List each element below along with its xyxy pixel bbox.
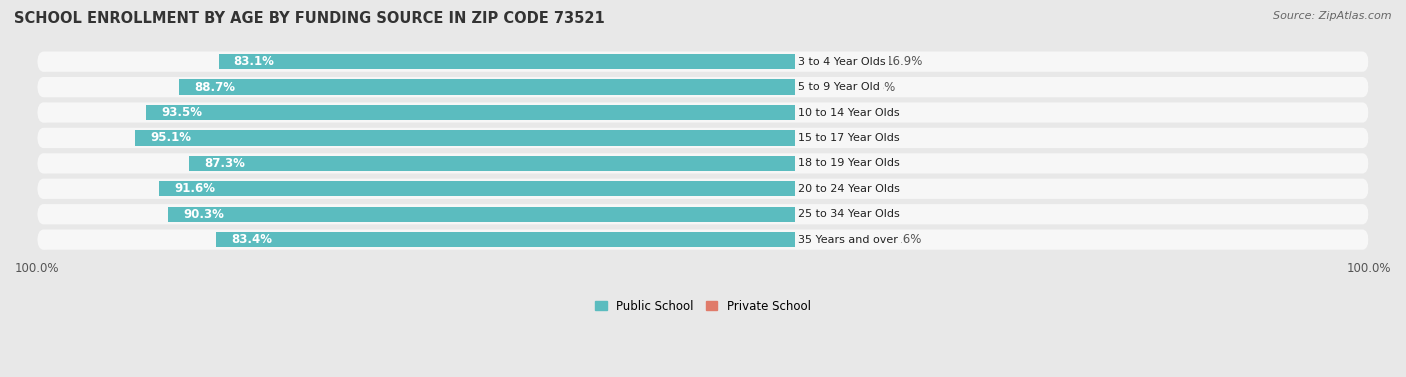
Bar bbox=[217, 232, 799, 247]
Text: 3 to 4 Year Olds: 3 to 4 Year Olds bbox=[799, 57, 886, 67]
Text: 93.5%: 93.5% bbox=[162, 106, 202, 119]
Bar bbox=[135, 130, 799, 146]
Text: 35 Years and over: 35 Years and over bbox=[799, 234, 898, 245]
FancyBboxPatch shape bbox=[41, 52, 1369, 71]
FancyBboxPatch shape bbox=[37, 103, 1369, 123]
Bar bbox=[799, 54, 880, 69]
Bar bbox=[799, 130, 821, 146]
Text: 20 to 24 Year Olds: 20 to 24 Year Olds bbox=[799, 184, 900, 194]
Bar bbox=[799, 181, 838, 196]
FancyBboxPatch shape bbox=[37, 128, 1369, 148]
Bar bbox=[799, 232, 879, 247]
Bar bbox=[169, 207, 799, 222]
Text: 90.3%: 90.3% bbox=[184, 208, 225, 221]
FancyBboxPatch shape bbox=[37, 77, 1369, 97]
Bar bbox=[180, 80, 799, 95]
Text: 8.4%: 8.4% bbox=[845, 182, 875, 195]
FancyBboxPatch shape bbox=[41, 230, 1369, 249]
Bar bbox=[146, 105, 799, 120]
Text: 83.4%: 83.4% bbox=[232, 233, 273, 246]
Legend: Public School, Private School: Public School, Private School bbox=[591, 295, 815, 318]
FancyBboxPatch shape bbox=[41, 77, 1369, 97]
FancyBboxPatch shape bbox=[41, 179, 1369, 198]
Bar bbox=[159, 181, 799, 196]
Bar bbox=[799, 105, 830, 120]
Text: 10 to 14 Year Olds: 10 to 14 Year Olds bbox=[799, 107, 900, 118]
FancyBboxPatch shape bbox=[37, 52, 1369, 72]
Text: 95.1%: 95.1% bbox=[150, 132, 191, 144]
Text: 15 to 17 Year Olds: 15 to 17 Year Olds bbox=[799, 133, 900, 143]
FancyBboxPatch shape bbox=[37, 179, 1369, 199]
FancyBboxPatch shape bbox=[37, 204, 1369, 224]
Text: Source: ZipAtlas.com: Source: ZipAtlas.com bbox=[1274, 11, 1392, 21]
FancyBboxPatch shape bbox=[41, 205, 1369, 224]
Text: 9.7%: 9.7% bbox=[851, 208, 882, 221]
Text: 16.9%: 16.9% bbox=[886, 55, 924, 68]
FancyBboxPatch shape bbox=[41, 154, 1369, 173]
FancyBboxPatch shape bbox=[41, 103, 1369, 122]
Bar bbox=[190, 156, 799, 171]
Text: 88.7%: 88.7% bbox=[194, 81, 236, 93]
FancyBboxPatch shape bbox=[37, 153, 1369, 173]
Bar bbox=[799, 207, 845, 222]
FancyBboxPatch shape bbox=[37, 230, 1369, 250]
Text: 25 to 34 Year Olds: 25 to 34 Year Olds bbox=[799, 209, 900, 219]
Text: 18 to 19 Year Olds: 18 to 19 Year Olds bbox=[799, 158, 900, 169]
Text: 5 to 9 Year Old: 5 to 9 Year Old bbox=[799, 82, 880, 92]
Bar bbox=[799, 156, 859, 171]
Text: 87.3%: 87.3% bbox=[204, 157, 245, 170]
Text: SCHOOL ENROLLMENT BY AGE BY FUNDING SOURCE IN ZIP CODE 73521: SCHOOL ENROLLMENT BY AGE BY FUNDING SOUR… bbox=[14, 11, 605, 26]
Text: 11.3%: 11.3% bbox=[859, 81, 896, 93]
FancyBboxPatch shape bbox=[41, 128, 1369, 148]
Text: 12.7%: 12.7% bbox=[866, 157, 903, 170]
Text: 16.6%: 16.6% bbox=[884, 233, 922, 246]
Bar bbox=[799, 80, 852, 95]
Text: 91.6%: 91.6% bbox=[174, 182, 215, 195]
Bar bbox=[218, 54, 799, 69]
Text: 83.1%: 83.1% bbox=[233, 55, 274, 68]
Text: 6.5%: 6.5% bbox=[835, 106, 866, 119]
Text: 4.9%: 4.9% bbox=[828, 132, 858, 144]
